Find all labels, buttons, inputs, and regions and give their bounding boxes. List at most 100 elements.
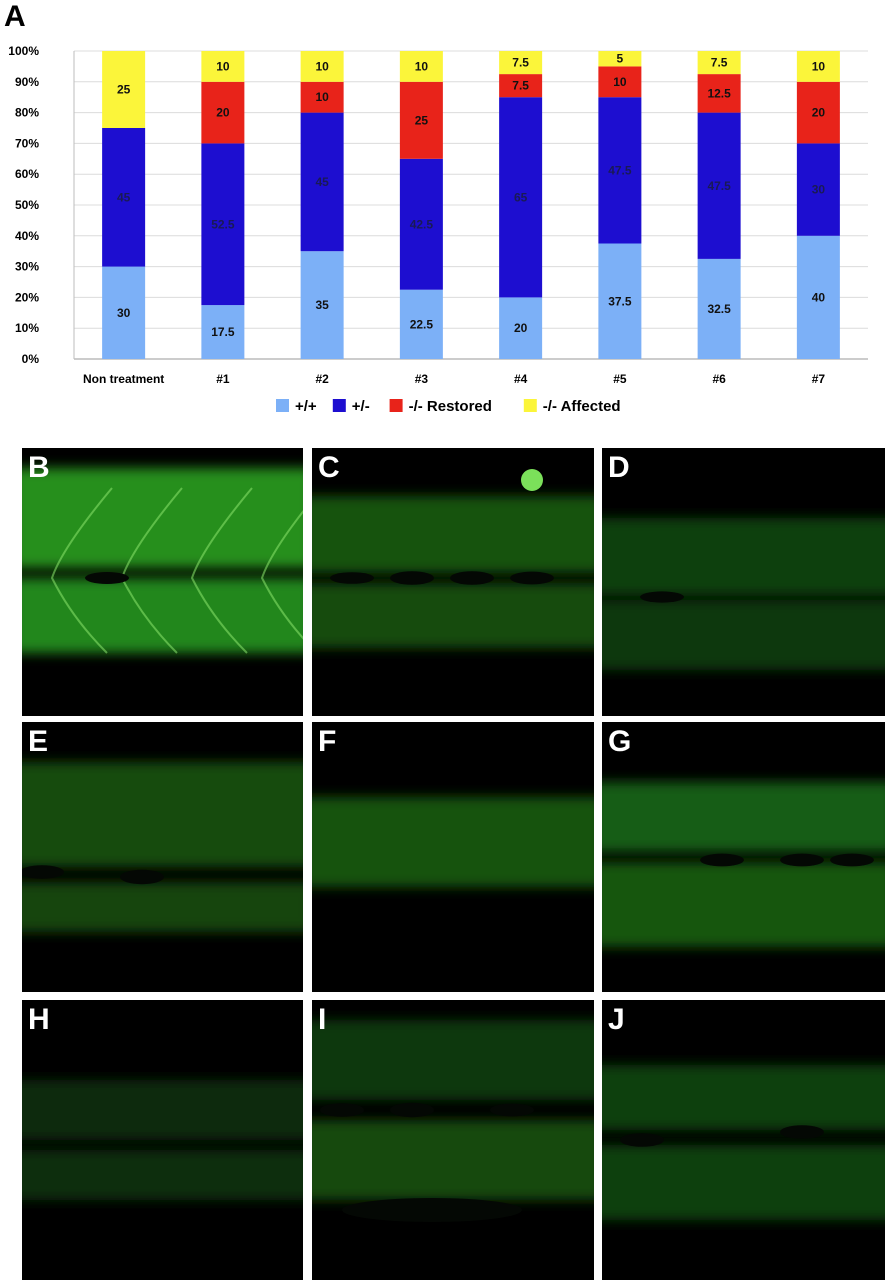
bar-stack: 30 45 25 bbox=[102, 51, 146, 359]
bar-segment bbox=[102, 266, 146, 359]
data-label: 32.5 bbox=[707, 302, 731, 316]
legend-item: -/- Restored bbox=[389, 398, 492, 415]
micrograph-panel: H bbox=[22, 1000, 303, 1280]
data-label: 65 bbox=[514, 190, 528, 204]
bar-stack: 17.5 52.5 20 10 bbox=[201, 51, 245, 359]
muscle-tissue-band bbox=[602, 600, 885, 670]
y-tick-label: 20% bbox=[15, 290, 39, 304]
bar-segment bbox=[399, 158, 443, 290]
notochord-gap bbox=[640, 591, 684, 603]
data-label: 10 bbox=[415, 59, 429, 73]
data-label: 7.5 bbox=[711, 56, 728, 70]
notochord-gap bbox=[700, 853, 744, 867]
y-tick-label: 0% bbox=[22, 352, 40, 366]
micrograph-panel: D bbox=[602, 448, 885, 716]
legend-swatch bbox=[389, 399, 403, 412]
muscle-tissue-band bbox=[22, 1150, 303, 1200]
micrograph-panel: F bbox=[312, 722, 594, 992]
notochord-gap bbox=[780, 853, 824, 867]
data-label: 10 bbox=[315, 90, 329, 104]
x-tick-label: #1 bbox=[216, 372, 230, 386]
bar-segment bbox=[598, 243, 642, 359]
fluorescence-image bbox=[602, 782, 885, 947]
bar-segment bbox=[300, 81, 344, 113]
micrograph-grid: B C D E F G H I J bbox=[22, 448, 885, 1280]
fluorescence-image bbox=[602, 518, 885, 670]
x-tick-label: #2 bbox=[315, 372, 329, 386]
data-label: 10 bbox=[216, 59, 230, 73]
myoseptum-line bbox=[190, 487, 253, 654]
bar-segment bbox=[796, 143, 840, 236]
data-label: 5 bbox=[617, 52, 624, 66]
bar-segment bbox=[201, 51, 245, 82]
y-axis-ticks: 0% 10% 20% 30% 40% 50% 60% 70% 80% 90% 100% bbox=[8, 44, 39, 366]
y-tick-label: 40% bbox=[15, 229, 39, 243]
bar-segment bbox=[300, 51, 344, 82]
micrograph-panel: G bbox=[602, 722, 885, 992]
notochord-gap bbox=[780, 1125, 824, 1139]
data-label: 22.5 bbox=[410, 317, 434, 331]
bar-segment bbox=[499, 297, 543, 359]
micrograph-panel-label: E bbox=[28, 725, 49, 758]
micrograph-panel: B bbox=[22, 448, 303, 716]
bar-stack: 32.5 47.5 12.5 7.5 bbox=[697, 51, 741, 359]
muscle-tissue-band bbox=[312, 797, 594, 887]
bar-segment bbox=[499, 74, 543, 98]
muscle-tissue-band bbox=[602, 782, 885, 852]
gridlines bbox=[73, 50, 868, 360]
muscle-tissue-band bbox=[22, 468, 303, 568]
data-label: 10 bbox=[613, 75, 627, 89]
bar-segment bbox=[201, 305, 245, 359]
fluorescence-image bbox=[312, 469, 594, 648]
muscle-tissue-band bbox=[312, 1120, 594, 1200]
bar-segment bbox=[598, 51, 642, 67]
y-tick-label: 30% bbox=[15, 260, 39, 274]
notochord-gap bbox=[390, 1102, 434, 1118]
bar-segment bbox=[697, 112, 741, 259]
legend-label: +/- bbox=[352, 398, 370, 415]
bars: 30 45 25 17.5 52.5 20 10 35 45 10 10 22.5 42.5 25 10 20… bbox=[102, 51, 840, 359]
x-tick-label: Non treatment bbox=[83, 372, 164, 386]
myoseptum-line bbox=[260, 509, 303, 640]
micrograph-panel: E bbox=[22, 722, 303, 992]
muscle-tissue-band bbox=[312, 496, 594, 573]
notochord-gap bbox=[510, 571, 554, 585]
bar-segment bbox=[201, 143, 245, 306]
data-label: 30 bbox=[812, 183, 826, 197]
muscle-tissue-band bbox=[22, 882, 303, 932]
legend-label: +/+ bbox=[295, 398, 317, 415]
notochord-gap bbox=[450, 571, 494, 585]
notochord-gap bbox=[85, 572, 129, 584]
data-label: 12.5 bbox=[707, 86, 731, 100]
fluorescence-image bbox=[22, 468, 303, 654]
legend-item: -/- Affected bbox=[523, 398, 621, 415]
muscle-tissue-band bbox=[22, 1080, 303, 1140]
y-tick-label: 60% bbox=[15, 167, 39, 181]
bar-segment bbox=[697, 258, 741, 359]
bar-segment bbox=[399, 51, 443, 82]
bar-segment bbox=[796, 81, 840, 144]
fluorescence-image bbox=[312, 1020, 594, 1222]
data-label: 35 bbox=[315, 298, 329, 312]
bar-stack: 22.5 42.5 25 10 bbox=[399, 51, 443, 359]
y-tick-label: 10% bbox=[15, 321, 39, 335]
micrograph-panel-label: J bbox=[608, 1003, 625, 1036]
data-label: 7.5 bbox=[512, 79, 529, 93]
bar-segment bbox=[399, 81, 443, 159]
muscle-tissue-band bbox=[602, 1145, 885, 1220]
data-label: 47.5 bbox=[707, 179, 731, 193]
bar-segment bbox=[399, 289, 443, 359]
bar-stack: 37.5 47.5 10 5 bbox=[598, 51, 642, 359]
data-label: 20 bbox=[514, 321, 528, 335]
legend-label: -/- Restored bbox=[409, 398, 492, 415]
data-label: 37.5 bbox=[608, 294, 632, 308]
fluorescence-image bbox=[22, 762, 303, 932]
x-tick-label: #5 bbox=[613, 372, 627, 386]
micrograph-panel: C bbox=[312, 448, 594, 716]
data-label: 45 bbox=[117, 190, 131, 204]
micrograph-panel-label: F bbox=[318, 725, 337, 758]
x-tick-label: #7 bbox=[812, 372, 826, 386]
data-label: 42.5 bbox=[410, 217, 434, 231]
bar-stack: 40 30 20 10 bbox=[796, 51, 840, 359]
bar-segment bbox=[499, 97, 543, 298]
